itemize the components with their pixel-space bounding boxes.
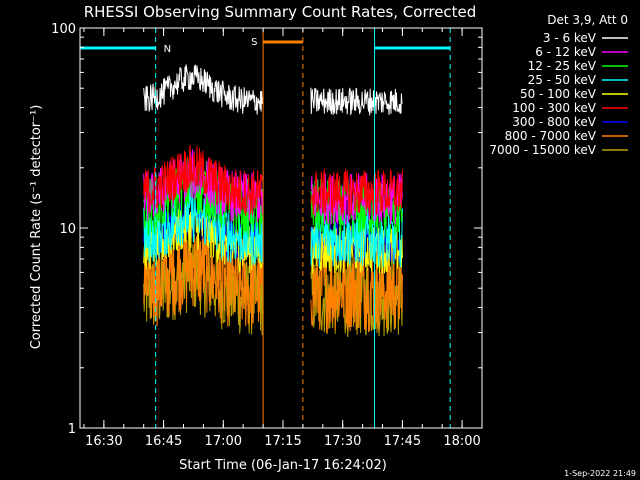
series-line-0-seg-1 xyxy=(310,87,403,116)
x-axis-label: Start Time (06-Jan-17 16:24:02) xyxy=(179,458,387,473)
series-line-5-seg-0 xyxy=(143,144,264,217)
series-line-5-seg-1 xyxy=(310,168,403,217)
legend-label: 300 - 800 keV xyxy=(512,115,596,129)
x-tick-label: 17:45 xyxy=(384,434,421,449)
legend-label: 7000 - 15000 keV xyxy=(489,143,596,157)
legend-label: 25 - 50 keV xyxy=(528,73,597,87)
legend-label: 100 - 300 keV xyxy=(512,101,596,115)
y-tick-label: 100 xyxy=(51,22,76,37)
night-label: N xyxy=(164,44,171,55)
chart-title: RHESSI Observing Summary Count Rates, Co… xyxy=(84,3,477,21)
series-line-1-seg-0 xyxy=(143,149,264,223)
plot-frame xyxy=(79,27,483,429)
x-tick-label: 16:30 xyxy=(85,434,122,449)
x-tick-label: 16:45 xyxy=(145,434,182,449)
x-tick-label: 17:30 xyxy=(324,434,361,449)
legend-label: 50 - 100 keV xyxy=(520,87,597,101)
x-tick-label: 18:00 xyxy=(443,434,480,449)
legend-label: 800 - 7000 keV xyxy=(505,129,597,143)
saa-label: S xyxy=(251,37,257,48)
timestamp: 1-Sep-2022 21:49 xyxy=(564,469,636,478)
x-tick-label: 17:00 xyxy=(205,434,242,449)
series-line-4-seg-1 xyxy=(310,225,403,274)
legend-label: 6 - 12 keV xyxy=(535,45,597,59)
x-tick-label: 17:15 xyxy=(264,434,301,449)
legend-label: 3 - 6 keV xyxy=(543,31,597,45)
y-axis-label: Corrected Count Rate (s⁻¹ detector⁻¹) xyxy=(29,105,44,350)
legend-label: 12 - 25 keV xyxy=(528,59,597,73)
y-tick-label: 1 xyxy=(68,422,76,437)
series-line-0-seg-0 xyxy=(143,64,264,115)
y-tick-label: 10 xyxy=(59,222,76,237)
legend-header: Det 3,9, Att 0 xyxy=(547,13,628,27)
